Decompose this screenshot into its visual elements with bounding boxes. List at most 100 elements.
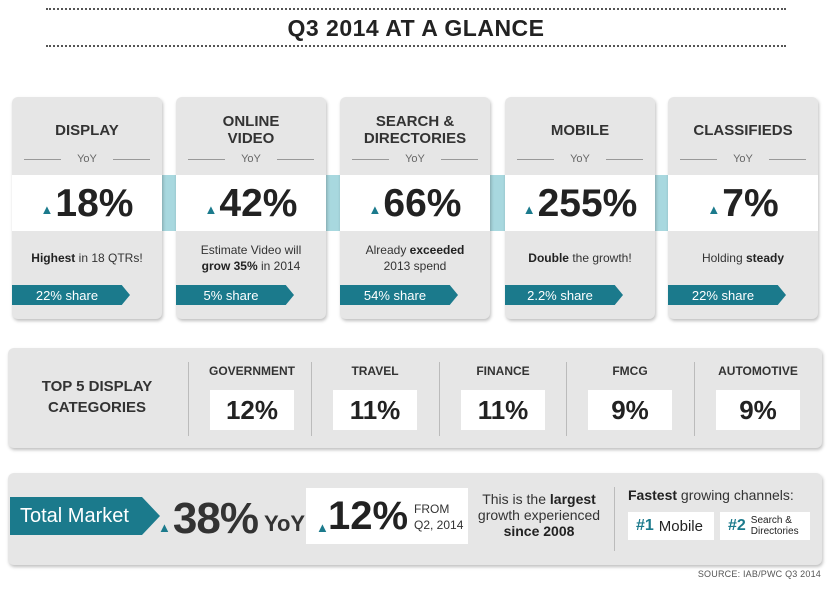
- note-text-2: growth experienced: [477, 507, 601, 523]
- value-box: ▲ 255%: [505, 175, 655, 231]
- largest-growth-note: This is the largest growth experienced s…: [474, 491, 604, 539]
- card-mobile: MOBILE YoY ▲ 255% Double the growth! 2.2…: [505, 97, 655, 319]
- top5-panel: TOP 5 DISPLAY CATEGORIES GOVERNMENT 12% …: [8, 348, 822, 448]
- channel-name-line-2: Directories: [750, 526, 799, 537]
- card-description: Highest in 18 QTRs!: [18, 237, 156, 279]
- desc-text: the growth!: [572, 251, 632, 265]
- yoy-label: YoY: [405, 153, 425, 165]
- note-bold: largest: [549, 491, 596, 507]
- yoy-label: YoY: [733, 153, 753, 165]
- card-online-video: ONLINE VIDEO YoY ▲ 42% Estimate Video wi…: [176, 97, 326, 319]
- up-triangle-icon: ▲: [158, 520, 171, 535]
- yoy-divider: YoY: [24, 152, 151, 166]
- divider: [188, 362, 189, 436]
- value-box: ▲ 66%: [340, 175, 490, 231]
- yoy-label: YoY: [241, 153, 261, 165]
- q2-growth-box: ▲ 12% FROM Q2, 2014: [306, 488, 468, 544]
- card-description: Already exceeded 2013 spend: [346, 237, 484, 279]
- growth-value: 42%: [219, 181, 298, 225]
- card-description: Holding steady: [674, 237, 812, 279]
- channel-2: #2 Search & Directories: [720, 512, 810, 540]
- divider: [694, 362, 695, 436]
- divider: [566, 362, 567, 436]
- desc-text: in 18 QTRs!: [78, 251, 143, 265]
- card-description: Estimate Video will grow 35% in 2014: [182, 237, 320, 279]
- up-triangle-icon: ▲: [707, 202, 721, 217]
- category-value: 12%: [210, 390, 294, 430]
- growth-value: 66%: [383, 181, 462, 225]
- category-government: GOVERNMENT 12%: [188, 358, 316, 442]
- category-name: TRAVEL: [351, 364, 399, 378]
- category-value: 9%: [716, 390, 800, 430]
- share-tag: 22% share: [668, 285, 786, 305]
- yoy-divider: YoY: [352, 152, 479, 166]
- total-market-value: 38%: [172, 494, 259, 543]
- yoy-label: YoY: [77, 153, 97, 165]
- fastest-bold: Fastest: [628, 487, 678, 503]
- card-title: ONLINE VIDEO: [176, 107, 326, 153]
- desc-text: Already: [365, 243, 407, 257]
- desc-bold: steady: [746, 251, 785, 265]
- connector-band: [160, 175, 178, 231]
- fastest-channels-title: Fastest growing channels:: [628, 487, 794, 503]
- note-bold-2: since 2008: [503, 523, 575, 539]
- total-market-growth: ▲ 38% YoY: [158, 491, 308, 541]
- total-market-label: Total Market: [10, 497, 160, 535]
- card-display: DISPLAY YoY ▲ 18% Highest in 18 QTRs! 22…: [12, 97, 162, 319]
- desc-line-1: Estimate Video will: [200, 243, 302, 257]
- category-finance: FINANCE 11%: [439, 358, 567, 442]
- divider: [311, 362, 312, 436]
- connector-band: [653, 175, 669, 231]
- growth-value: 18%: [55, 181, 134, 225]
- category-travel: TRAVEL 11%: [311, 358, 439, 442]
- divider: [614, 487, 615, 551]
- desc-bold: exceeded: [409, 243, 465, 257]
- connector-band: [488, 175, 506, 231]
- category-value: 11%: [461, 390, 545, 430]
- share-tag: 22% share: [12, 285, 130, 305]
- channel-rank: #2: [728, 517, 746, 534]
- card-title: SEARCH & DIRECTORIES: [340, 107, 490, 153]
- desc-text: Holding: [701, 251, 743, 265]
- title-block: Q3 2014 AT A GLANCE: [46, 8, 786, 48]
- category-name: FMCG: [612, 364, 648, 378]
- q2-from-line-1: FROM: [414, 502, 450, 516]
- value-box: ▲ 42%: [176, 175, 326, 231]
- card-title-text: SEARCH & DIRECTORIES: [363, 113, 467, 147]
- growth-value: 7%: [722, 181, 779, 225]
- title-rule-top: [46, 8, 786, 10]
- connector-band: [324, 175, 342, 231]
- card-description: Double the growth!: [511, 237, 649, 279]
- fastest-text: growing channels:: [680, 487, 794, 503]
- up-triangle-icon: ▲: [316, 520, 329, 535]
- card-search-directories: SEARCH & DIRECTORIES YoY ▲ 66% Already e…: [340, 97, 490, 319]
- up-triangle-icon: ▲: [522, 202, 536, 217]
- q2-growth-value: 12%: [328, 494, 409, 538]
- up-triangle-icon: ▲: [368, 202, 382, 217]
- channel-name: Search & Directories: [751, 515, 799, 537]
- top5-label: TOP 5 DISPLAY CATEGORIES: [41, 378, 153, 416]
- card-title: DISPLAY: [55, 121, 119, 139]
- value-box: ▲ 18%: [12, 175, 162, 231]
- card-classifieds: CLASSIFIEDS YoY ▲ 7% Holding steady 22% …: [668, 97, 818, 319]
- page-title: Q3 2014 AT A GLANCE: [287, 15, 545, 41]
- total-market-panel: Total Market ▲ 38% YoY ▲ 12% FROM Q2, 20…: [8, 473, 822, 565]
- card-title: CLASSIFIEDS: [693, 121, 793, 139]
- desc-text: in 2014: [260, 259, 301, 273]
- category-name: FINANCE: [476, 364, 530, 378]
- title-rule-bottom: [46, 45, 786, 47]
- desc-bold: Double: [528, 251, 569, 265]
- note-text: This is the: [482, 491, 546, 507]
- source-note: SOURCE: IAB/PWC Q3 2014: [697, 569, 821, 579]
- card-title-text: ONLINE VIDEO: [222, 113, 280, 147]
- growth-value: 255%: [537, 181, 638, 225]
- channel-rank: #1: [636, 517, 654, 534]
- q2-from-label: FROM Q2, 2014: [414, 501, 463, 533]
- desc-bold: Highest: [31, 251, 76, 265]
- category-name: AUTOMOTIVE: [718, 364, 798, 378]
- desc-line-2: 2013 spend: [383, 259, 447, 273]
- category-value: 11%: [333, 390, 417, 430]
- category-name: GOVERNMENT: [208, 364, 295, 378]
- yoy-divider: YoY: [680, 152, 807, 166]
- q2-from-line-2: Q2, 2014: [414, 518, 464, 532]
